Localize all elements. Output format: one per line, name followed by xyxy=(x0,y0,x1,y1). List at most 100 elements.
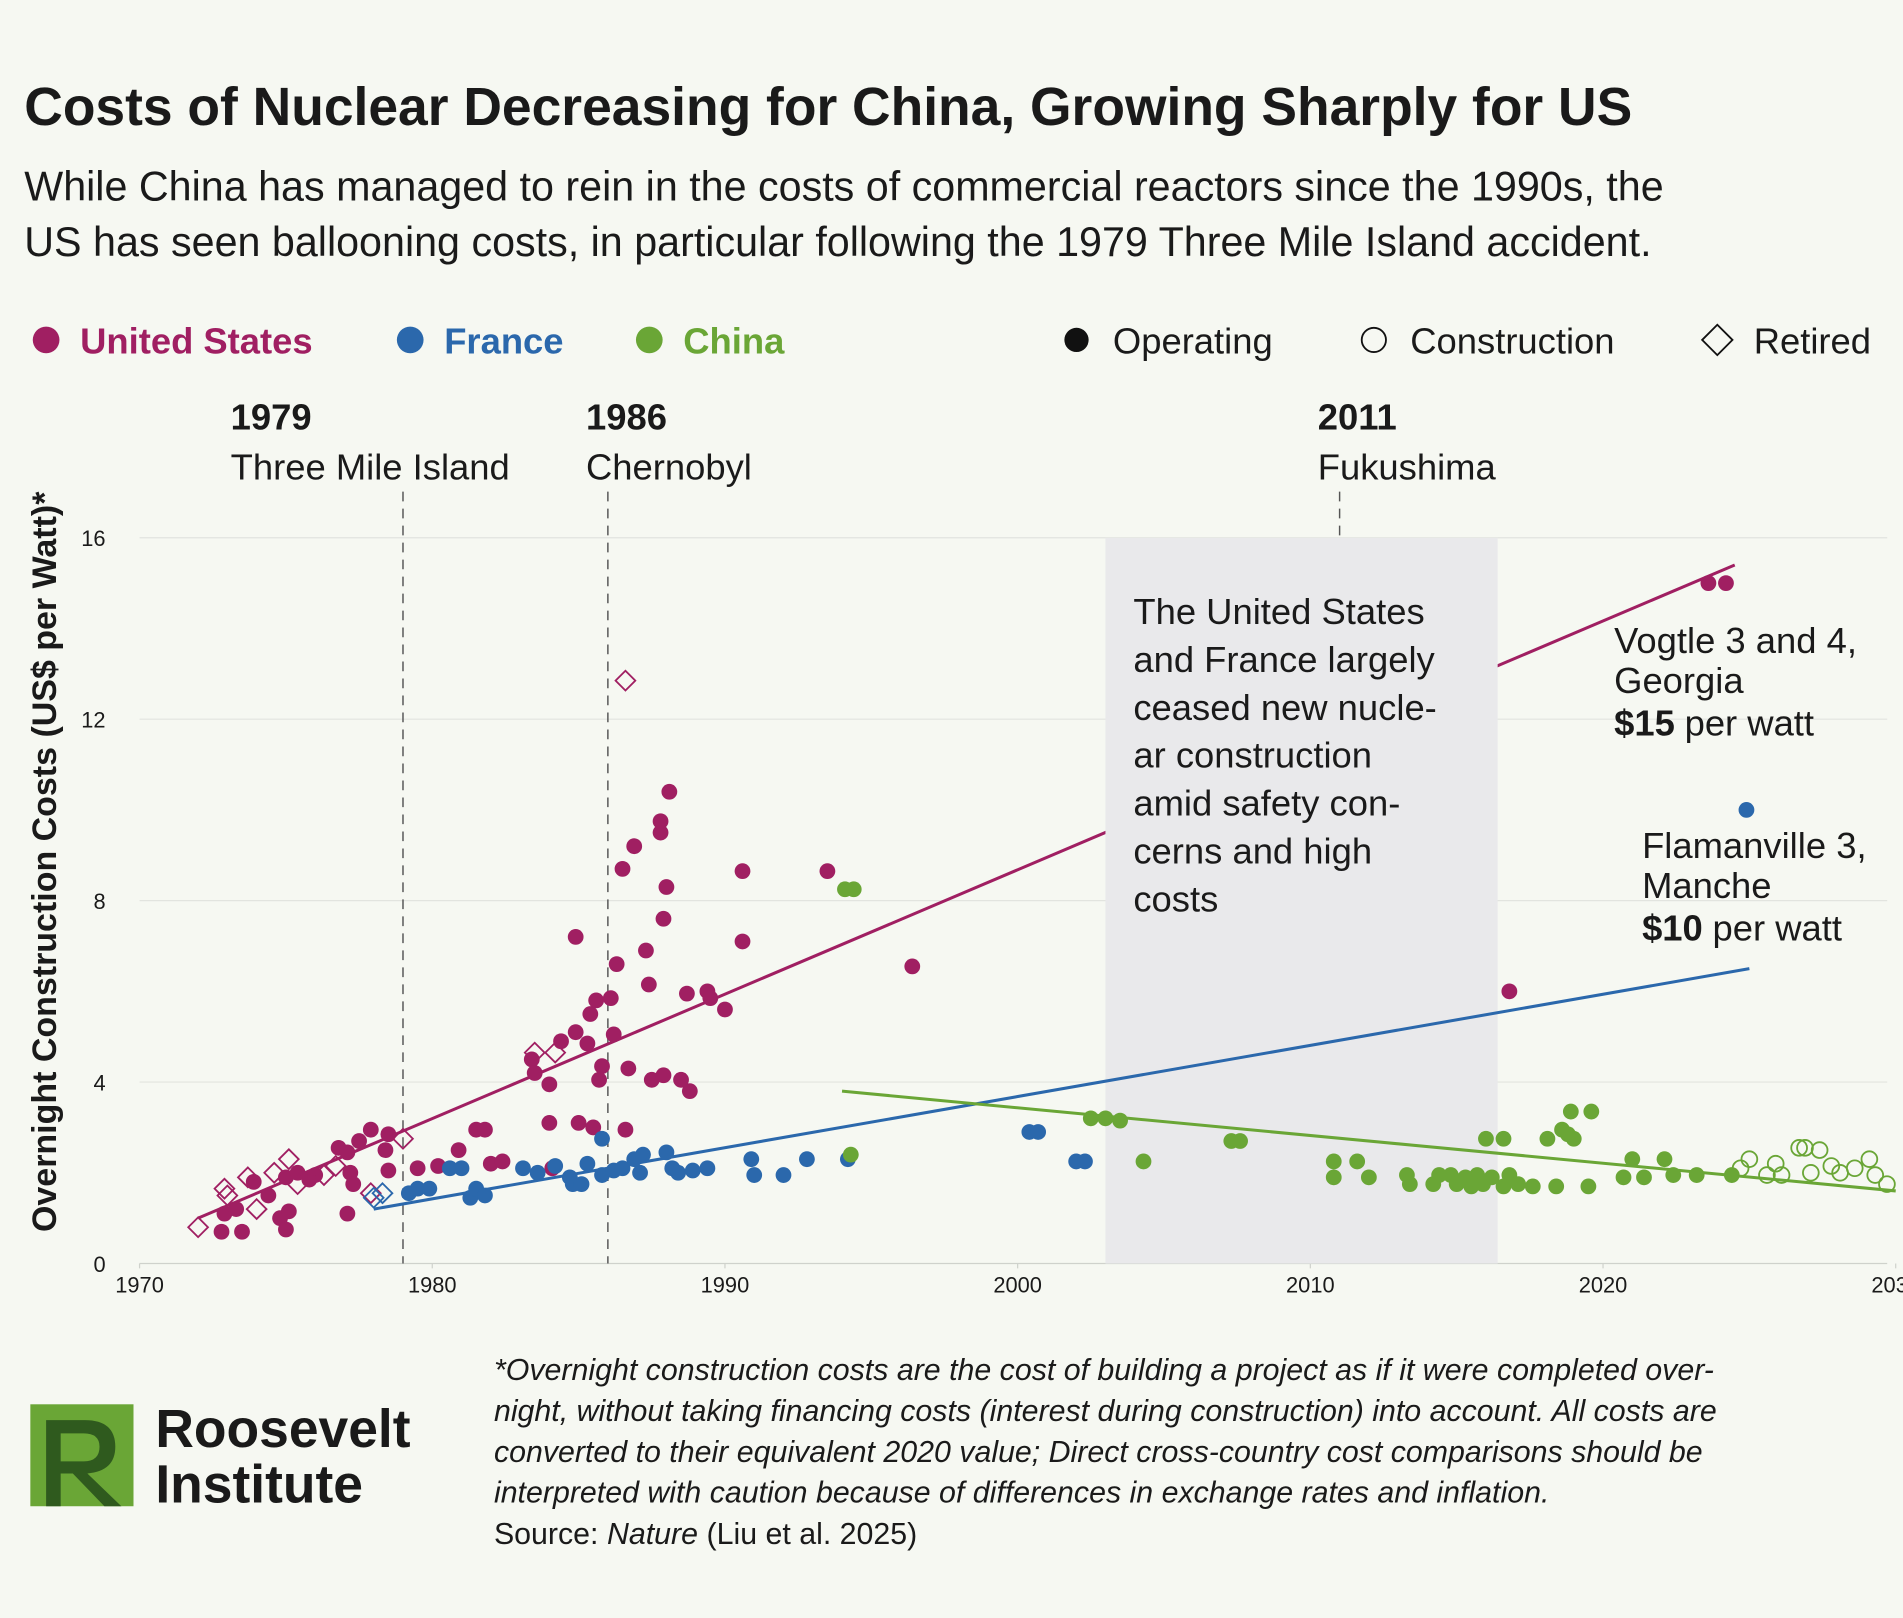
legend-label: Construction xyxy=(1410,320,1614,361)
data-point xyxy=(594,1058,610,1075)
data-point xyxy=(351,1133,367,1149)
data-point xyxy=(567,1024,584,1041)
data-point xyxy=(477,1121,493,1138)
data-point xyxy=(670,1164,687,1181)
event-label: Three Mile Island xyxy=(231,446,510,487)
data-point xyxy=(1624,1151,1641,1168)
legend-label: United States xyxy=(80,320,313,361)
data-point xyxy=(1580,1178,1597,1195)
legend-label: France xyxy=(444,320,563,361)
y-axis-label: Overnight Construction Costs (US$ per Wa… xyxy=(26,491,64,1232)
chart-title: Costs of Nuclear Decreasing for China, G… xyxy=(24,78,1632,137)
data-point xyxy=(743,1151,760,1168)
data-point xyxy=(1431,1167,1448,1183)
legend-marker xyxy=(1700,323,1734,357)
callout-cost-value: $10 xyxy=(1642,908,1703,949)
data-point xyxy=(579,1155,596,1172)
data-point xyxy=(541,1115,558,1131)
data-point xyxy=(1478,1130,1494,1147)
source: Source: Nature (Liu et al. 2025) xyxy=(494,1518,917,1551)
logo-mark xyxy=(30,1404,134,1507)
shading-annotation: costs xyxy=(1133,879,1218,920)
data-point xyxy=(286,1172,309,1196)
footnote: interpreted with caution because of diff… xyxy=(494,1477,1549,1510)
data-point xyxy=(1562,1103,1579,1120)
data-point xyxy=(1565,1130,1582,1147)
data-point xyxy=(1548,1178,1565,1195)
data-point xyxy=(213,1177,236,1200)
data-point xyxy=(1097,1110,1114,1127)
data-point xyxy=(1656,1151,1673,1168)
data-point xyxy=(391,1127,415,1150)
y-tick-label: 4 xyxy=(93,1071,105,1096)
data-point xyxy=(652,813,669,830)
data-point xyxy=(359,1182,382,1205)
y-tick-label: 16 xyxy=(81,526,105,551)
data-point xyxy=(1325,1153,1342,1170)
data-point xyxy=(280,1203,297,1220)
data-point xyxy=(845,881,862,898)
event-year: 2011 xyxy=(1318,397,1397,438)
callout-cost: $15 per watt xyxy=(1614,703,1814,744)
callout-text: Vogtle 3 and 4, xyxy=(1614,620,1857,661)
logo-text: Institute xyxy=(155,1456,363,1515)
y-tick-label: 0 xyxy=(93,1252,105,1277)
data-point xyxy=(632,1164,648,1181)
legend-label: China xyxy=(683,320,785,361)
data-point xyxy=(1360,1169,1377,1186)
callout-text: Flamanville 3, xyxy=(1642,825,1867,866)
data-point xyxy=(746,1167,763,1183)
x-tick-label: 2020 xyxy=(1579,1273,1628,1298)
data-point xyxy=(702,990,719,1007)
data-point xyxy=(1810,1141,1829,1159)
data-point xyxy=(684,1162,701,1179)
data-point xyxy=(591,1071,607,1088)
data-point xyxy=(1866,1166,1885,1184)
data-point xyxy=(1495,1130,1512,1147)
legend-marker xyxy=(1360,326,1387,353)
x-tick-label: 1990 xyxy=(701,1273,750,1298)
data-point xyxy=(699,1160,716,1177)
data-point xyxy=(602,990,619,1007)
data-point xyxy=(345,1176,362,1193)
shading-annotation: ar construction xyxy=(1133,735,1372,776)
data-point xyxy=(380,1126,397,1143)
subtitle: While China has managed to rein in the c… xyxy=(24,163,1663,209)
data-point xyxy=(734,933,751,950)
x-tick-label: 2010 xyxy=(1286,1273,1335,1298)
data-point xyxy=(186,1216,210,1239)
data-point xyxy=(661,783,678,800)
data-point xyxy=(553,1033,569,1050)
data-point xyxy=(652,824,669,841)
data-point xyxy=(1583,1103,1600,1120)
event-label: Chernobyl xyxy=(586,446,752,487)
data-point xyxy=(617,1121,634,1138)
data-point xyxy=(1325,1169,1342,1186)
data-point xyxy=(1082,1110,1099,1127)
data-point xyxy=(482,1155,499,1172)
footnote: night, without taking financing costs (i… xyxy=(494,1395,1717,1428)
footnote: *Overnight construction costs are the co… xyxy=(494,1354,1714,1387)
data-point xyxy=(1232,1133,1248,1149)
footnote: converted to their equivalent 2020 value… xyxy=(494,1436,1703,1469)
data-point xyxy=(1772,1166,1791,1184)
data-point xyxy=(640,976,657,993)
data-point xyxy=(362,1121,379,1138)
x-tick-label: 1980 xyxy=(408,1273,457,1298)
data-point xyxy=(567,929,584,945)
data-point xyxy=(236,1166,260,1189)
data-point xyxy=(515,1160,531,1177)
data-point xyxy=(216,1184,239,1207)
callout-text: Manche xyxy=(1642,865,1771,906)
shading-annotation: cerns and high xyxy=(1133,831,1372,872)
data-point xyxy=(421,1180,438,1197)
data-point xyxy=(673,1071,689,1088)
data-point xyxy=(263,1161,286,1184)
data-point xyxy=(544,1041,567,1064)
callout-cost: $10 per watt xyxy=(1642,908,1842,949)
data-point xyxy=(260,1187,277,1204)
data-point xyxy=(582,1006,599,1022)
data-point xyxy=(409,1180,426,1197)
